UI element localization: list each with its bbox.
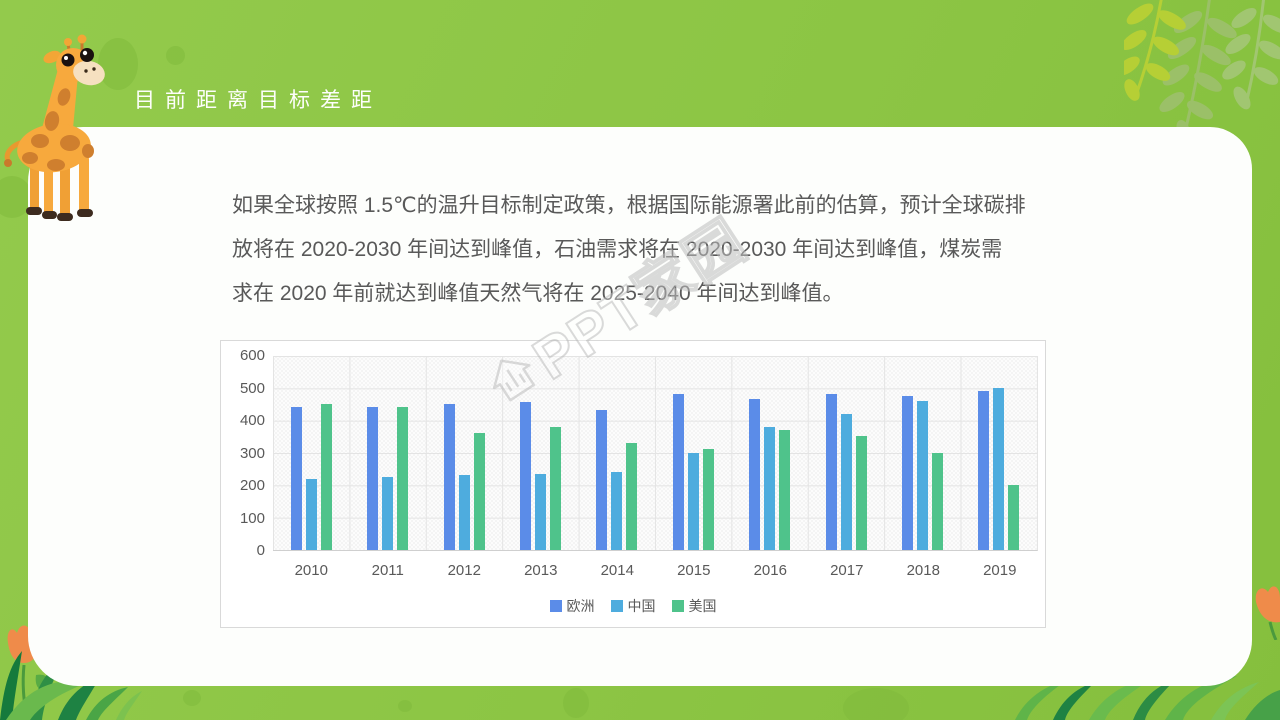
bar-2012-美国 xyxy=(473,433,485,550)
background-blob xyxy=(183,690,201,706)
paragraph-line: 如果全球按照 1.5℃的温升目标制定政策，根据国际能源署此前的估算，预计全球碳排 xyxy=(232,194,1026,217)
bar-2011-中国 xyxy=(382,476,394,550)
background-blob xyxy=(843,688,909,720)
bar-group xyxy=(808,356,884,550)
grass-left-icon xyxy=(0,625,142,720)
bar-2019-美国 xyxy=(1008,485,1020,550)
bar-2010-美国 xyxy=(320,403,332,550)
legend-label: 欧洲 xyxy=(566,598,595,614)
y-tick-label: 300 xyxy=(239,444,265,462)
x-tick-label: 2010 xyxy=(294,562,328,579)
x-tick-label: 2018 xyxy=(906,562,940,579)
background-blob xyxy=(98,38,138,90)
bar-2015-中国 xyxy=(687,452,699,550)
bar-2012-中国 xyxy=(458,475,470,550)
bar-2010-欧洲 xyxy=(290,407,302,550)
page-title: 目前距离目标差距 xyxy=(134,89,382,112)
giraffe-muzzle xyxy=(73,60,105,86)
bar-group xyxy=(961,356,1037,550)
bar-2012-欧洲 xyxy=(443,403,455,550)
x-tick-label: 2014 xyxy=(600,562,634,579)
bar-2017-欧洲 xyxy=(825,394,837,550)
legend-item: 欧洲 xyxy=(549,596,595,616)
bar-2010-中国 xyxy=(305,478,317,550)
bar-group xyxy=(884,356,960,550)
legend-item: 美国 xyxy=(671,596,717,616)
bar-2011-欧洲 xyxy=(367,407,379,550)
plot-area xyxy=(273,356,1038,551)
bar-2013-中国 xyxy=(534,473,546,550)
y-tick-label: 0 xyxy=(256,542,265,559)
bar-2013-欧洲 xyxy=(519,402,531,550)
body-paragraph: 如果全球按照 1.5℃的温升目标制定政策，根据国际能源署此前的估算，预计全球碳排… xyxy=(232,184,1052,316)
y-tick-label: 200 xyxy=(239,477,265,494)
y-tick-label: 600 xyxy=(239,347,265,364)
paragraph-line: 求在 2020 年前就达到峰值天然气将在 2025-2040 年间达到峰值。 xyxy=(232,282,844,305)
bars-row xyxy=(273,356,1037,550)
bar-2016-美国 xyxy=(779,429,791,550)
bar-2014-美国 xyxy=(626,442,638,550)
background-blob xyxy=(398,700,412,712)
bar-2018-美国 xyxy=(931,452,943,550)
x-tick-label: 2012 xyxy=(447,562,481,579)
background-blob xyxy=(166,46,185,65)
bar-2019-中国 xyxy=(993,387,1005,550)
x-tick-label: 2011 xyxy=(371,562,404,579)
legend-swatch xyxy=(610,600,623,612)
x-tick-label: 2019 xyxy=(983,562,1017,579)
bar-2017-中国 xyxy=(840,413,852,550)
y-tick-label: 100 xyxy=(239,509,265,527)
background-blob xyxy=(563,688,589,718)
bar-group xyxy=(579,356,655,550)
giraffe-hoof xyxy=(77,209,93,217)
x-axis-labels: 2010 2011 2012 2013 2014 2015 2016 2017 2018 2019 xyxy=(273,562,1038,579)
legend-swatch xyxy=(671,600,684,612)
bar-2014-中国 xyxy=(611,472,623,550)
bar-2011-美国 xyxy=(397,407,409,550)
bar-2017-美国 xyxy=(855,436,867,550)
x-tick-label: 2013 xyxy=(524,562,558,579)
bar-2018-中国 xyxy=(916,400,928,550)
chart-legend: 欧洲 中国 美国 xyxy=(221,596,1045,616)
legend-label: 中国 xyxy=(627,598,656,614)
bar-2013-美国 xyxy=(549,426,561,550)
bar-group xyxy=(426,356,502,550)
legend-swatch xyxy=(549,600,562,612)
bar-2019-欧洲 xyxy=(978,390,990,550)
giraffe-hoof xyxy=(57,213,73,221)
giraffe-hoof xyxy=(26,207,42,215)
bar-group xyxy=(655,356,731,550)
x-tick-label: 2016 xyxy=(753,562,787,579)
x-tick-label: 2017 xyxy=(830,562,864,579)
legend-item: 中国 xyxy=(610,596,656,616)
bar-group xyxy=(502,356,578,550)
bar-group xyxy=(731,356,807,550)
y-tick-label: 400 xyxy=(239,412,265,429)
bar-chart: 0 100 200 300 400 500 600 2010 2011 2012 2013 2014… xyxy=(220,340,1046,628)
bar-group xyxy=(273,356,349,550)
legend-label: 美国 xyxy=(688,598,717,614)
paragraph-line: 放将在 2020-2030 年间达到峰值，石油需求将在 2020-2030 年间… xyxy=(232,238,1003,261)
bar-group xyxy=(349,356,425,550)
grass-right-icon xyxy=(1015,676,1280,720)
y-tick-label: 500 xyxy=(239,379,265,397)
y-axis-labels: 0 100 200 300 400 500 600 xyxy=(225,341,265,627)
fern-leaves-icon xyxy=(1124,0,1280,144)
content-card: 如果全球按照 1.5℃的温升目标制定政策，根据国际能源署此前的估算，预计全球碳排… xyxy=(28,127,1252,686)
tulip-icon xyxy=(1255,586,1280,640)
bar-2014-欧洲 xyxy=(596,410,608,550)
bar-2016-欧洲 xyxy=(749,398,761,550)
bar-2016-中国 xyxy=(764,426,776,550)
giraffe-hoof xyxy=(42,211,57,219)
bar-2015-欧洲 xyxy=(672,394,684,550)
giraffe-illustration xyxy=(4,34,105,221)
bar-2018-欧洲 xyxy=(901,395,913,550)
bar-2015-美国 xyxy=(702,449,714,550)
x-tick-label: 2015 xyxy=(677,562,711,579)
